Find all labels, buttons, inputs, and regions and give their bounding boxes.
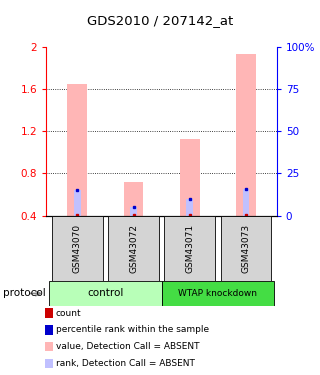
Bar — [124, 182, 143, 216]
Text: rank, Detection Call = ABSENT: rank, Detection Call = ABSENT — [56, 359, 195, 368]
Bar — [162, 281, 274, 306]
Text: GSM43070: GSM43070 — [73, 224, 82, 273]
Bar — [52, 216, 103, 281]
Bar — [180, 139, 200, 216]
Bar — [74, 190, 81, 216]
Bar — [220, 216, 271, 281]
Text: GSM43073: GSM43073 — [241, 224, 250, 273]
Text: value, Detection Call = ABSENT: value, Detection Call = ABSENT — [56, 342, 199, 351]
Text: count: count — [56, 309, 82, 318]
Text: GDS2010 / 207142_at: GDS2010 / 207142_at — [87, 14, 233, 27]
Bar — [108, 216, 159, 281]
Text: percentile rank within the sample: percentile rank within the sample — [56, 326, 209, 334]
Bar — [243, 189, 249, 216]
Bar — [49, 281, 162, 306]
Text: GSM43072: GSM43072 — [129, 224, 138, 273]
Bar — [186, 199, 193, 216]
Bar — [130, 207, 137, 216]
Text: protocol: protocol — [3, 288, 46, 298]
Bar — [68, 84, 87, 216]
Text: WTAP knockdown: WTAP knockdown — [178, 289, 257, 298]
Text: GSM43071: GSM43071 — [185, 224, 194, 273]
Bar — [164, 216, 215, 281]
Text: control: control — [87, 288, 124, 298]
Bar — [236, 54, 256, 216]
